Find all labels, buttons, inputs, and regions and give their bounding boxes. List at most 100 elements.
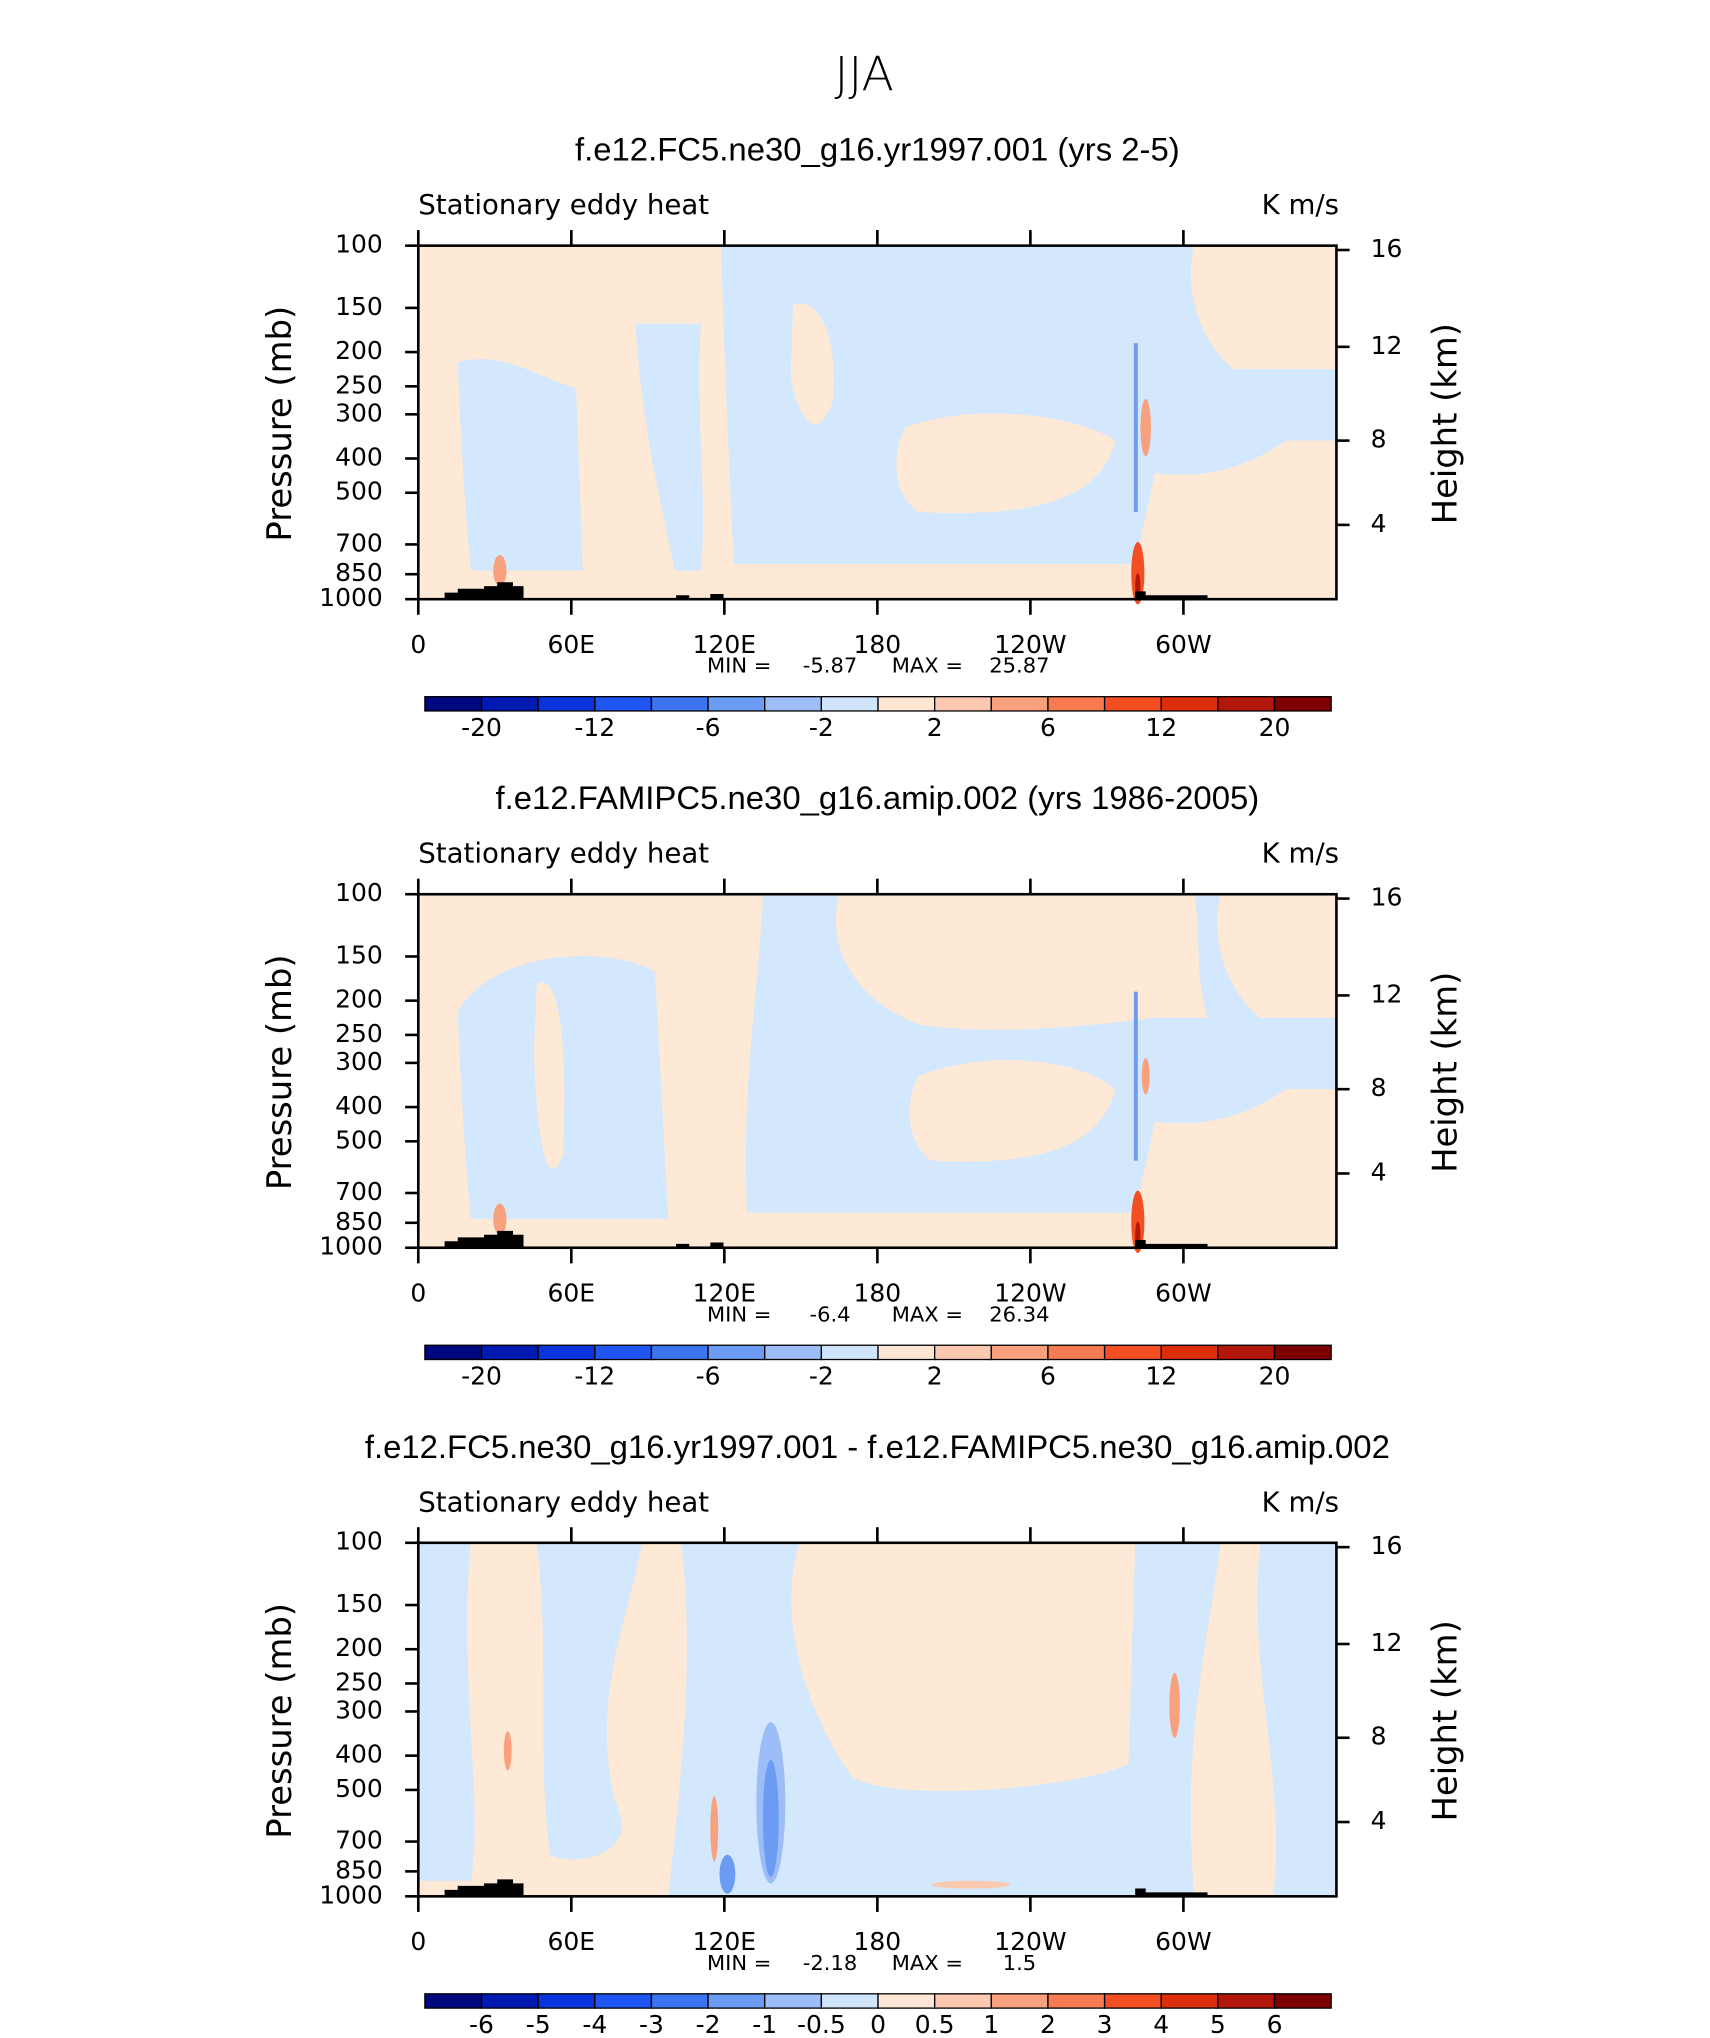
- y-axis-label: Pressure (mb): [260, 306, 300, 542]
- max-value: 25.87: [989, 654, 1049, 678]
- y-tick-label: 200: [335, 336, 383, 365]
- contour-region: [534, 982, 565, 1170]
- colorbar-label: -12: [574, 1362, 615, 1391]
- min-label: MIN =: [707, 1302, 771, 1326]
- contour-region: [931, 1880, 1011, 1889]
- left-label: Stationary eddy heat: [418, 1487, 709, 1518]
- colorbar-label: 3: [1097, 2010, 1113, 2038]
- colorbar-box: [990, 1993, 1049, 2009]
- colorbar-box: [424, 1344, 483, 1361]
- colorbar-label: 6: [1267, 2010, 1283, 2038]
- colorbar-box: [1160, 696, 1219, 712]
- colorbar-box: [1217, 1993, 1276, 2009]
- y2-tick-label: 16: [1371, 234, 1403, 263]
- colorbar-box: [1160, 1344, 1219, 1361]
- contour-region: [762, 1759, 779, 1877]
- contour-region: [1131, 1190, 1145, 1253]
- y-tick-label: 850: [335, 1855, 383, 1884]
- x-tick-label: 120E: [693, 1927, 756, 1956]
- colorbar-label: -4: [582, 2010, 607, 2038]
- colorbar-label: -12: [574, 713, 615, 742]
- x-tick-label: 120E: [693, 630, 756, 659]
- y2-tick-label: 16: [1371, 1531, 1403, 1560]
- contour-field: [418, 894, 1337, 1253]
- y-tick-label: 200: [335, 1633, 383, 1662]
- colorbar-box: [1047, 1993, 1106, 2009]
- contour-region: [536, 1542, 642, 1860]
- y-tick-label: 500: [335, 1125, 383, 1154]
- min-label: MIN =: [707, 654, 771, 678]
- colorbar-label: -2: [809, 713, 834, 742]
- x-tick-label: 180: [854, 1927, 902, 1956]
- colorbar-box: [877, 1344, 936, 1361]
- colorbar-box: [594, 1344, 653, 1361]
- colorbar-box: [1103, 696, 1162, 712]
- y2-tick-label: 16: [1371, 883, 1403, 912]
- panel-title: f.e12.FC5.ne30_g16.yr1997.001 - f.e12.FA…: [365, 1428, 1390, 1465]
- x-tick-label: 120W: [994, 1927, 1066, 1956]
- y-tick-label: 1000: [319, 1232, 383, 1261]
- colorbar-box: [820, 696, 879, 712]
- y2-tick-label: 4: [1371, 1158, 1387, 1187]
- y-tick-label: 400: [335, 1091, 383, 1120]
- x-tick-label: 60E: [548, 1927, 596, 1956]
- colorbar-box: [707, 1344, 766, 1361]
- colorbar-box: [1273, 696, 1332, 712]
- colorbar-label: 12: [1145, 1362, 1177, 1391]
- max-label: MAX =: [892, 1951, 963, 1975]
- topography: [444, 1230, 1208, 1248]
- colorbar-box: [820, 1993, 879, 2009]
- contour-region: [719, 1854, 736, 1894]
- panel-title: f.e12.FAMIPC5.ne30_g16.amip.002 (yrs 198…: [496, 779, 1260, 816]
- right-label: K m/s: [1262, 839, 1339, 870]
- colorbar-label: 4: [1153, 2010, 1169, 2038]
- colorbar-box: [1273, 1344, 1332, 1361]
- contour-region: [1140, 399, 1151, 457]
- contour-region: [720, 245, 1337, 565]
- contour-region: [1133, 343, 1138, 513]
- y2-axis-label: Height (km): [1425, 323, 1465, 524]
- colorbar-box: [480, 1993, 539, 2009]
- colorbar-label: 2: [1040, 2010, 1056, 2038]
- x-tick-label: 0: [410, 630, 426, 659]
- colorbar-label: -3: [639, 2010, 664, 2038]
- y-tick-label: 300: [335, 1696, 383, 1725]
- min-value: -5.87: [803, 654, 857, 678]
- min-value: -6.4: [809, 1302, 850, 1326]
- x-tick-label: 120E: [693, 1279, 756, 1308]
- x-tick-label: 0: [410, 1279, 426, 1308]
- contour-region: [493, 554, 507, 587]
- y-tick-label: 100: [335, 230, 383, 259]
- y-tick-label: 700: [335, 1826, 383, 1855]
- colorbar-label: 2: [927, 1362, 943, 1391]
- colorbar-box: [1047, 1344, 1106, 1361]
- y-tick-label: 1000: [319, 1880, 383, 1909]
- colorbar-box: [537, 1993, 596, 2009]
- colorbar-label: -20: [461, 713, 502, 742]
- colorbar-box: [480, 1344, 539, 1361]
- y-tick-label: 150: [335, 1589, 383, 1618]
- contour-region: [1141, 1057, 1150, 1095]
- x-tick-label: 180: [854, 630, 902, 659]
- topography: [444, 1879, 1208, 1897]
- colorbar-label: 1: [983, 2010, 999, 2038]
- colorbar-box: [650, 1344, 709, 1361]
- y-tick-label: 150: [335, 292, 383, 321]
- max-label: MAX =: [892, 654, 963, 678]
- y-axis-label: Pressure (mb): [260, 954, 300, 1190]
- y-tick-label: 700: [335, 529, 383, 558]
- left-label: Stationary eddy heat: [418, 190, 709, 221]
- colorbar-box: [594, 1993, 653, 2009]
- colorbar-box: [990, 1344, 1049, 1361]
- colorbar-box: [1217, 1344, 1276, 1361]
- x-tick-label: 0: [410, 1927, 426, 1956]
- y-tick-label: 200: [335, 985, 383, 1014]
- contour-region: [904, 1615, 1103, 1717]
- colorbar-label: 20: [1259, 1362, 1291, 1391]
- right-label: K m/s: [1262, 190, 1339, 221]
- colorbar-label: 6: [1040, 713, 1056, 742]
- colorbar-label: -6: [696, 1362, 721, 1391]
- colorbar-box: [1047, 696, 1106, 712]
- left-label: Stationary eddy heat: [418, 839, 709, 870]
- y2-axis-label: Height (km): [1425, 1620, 1465, 1821]
